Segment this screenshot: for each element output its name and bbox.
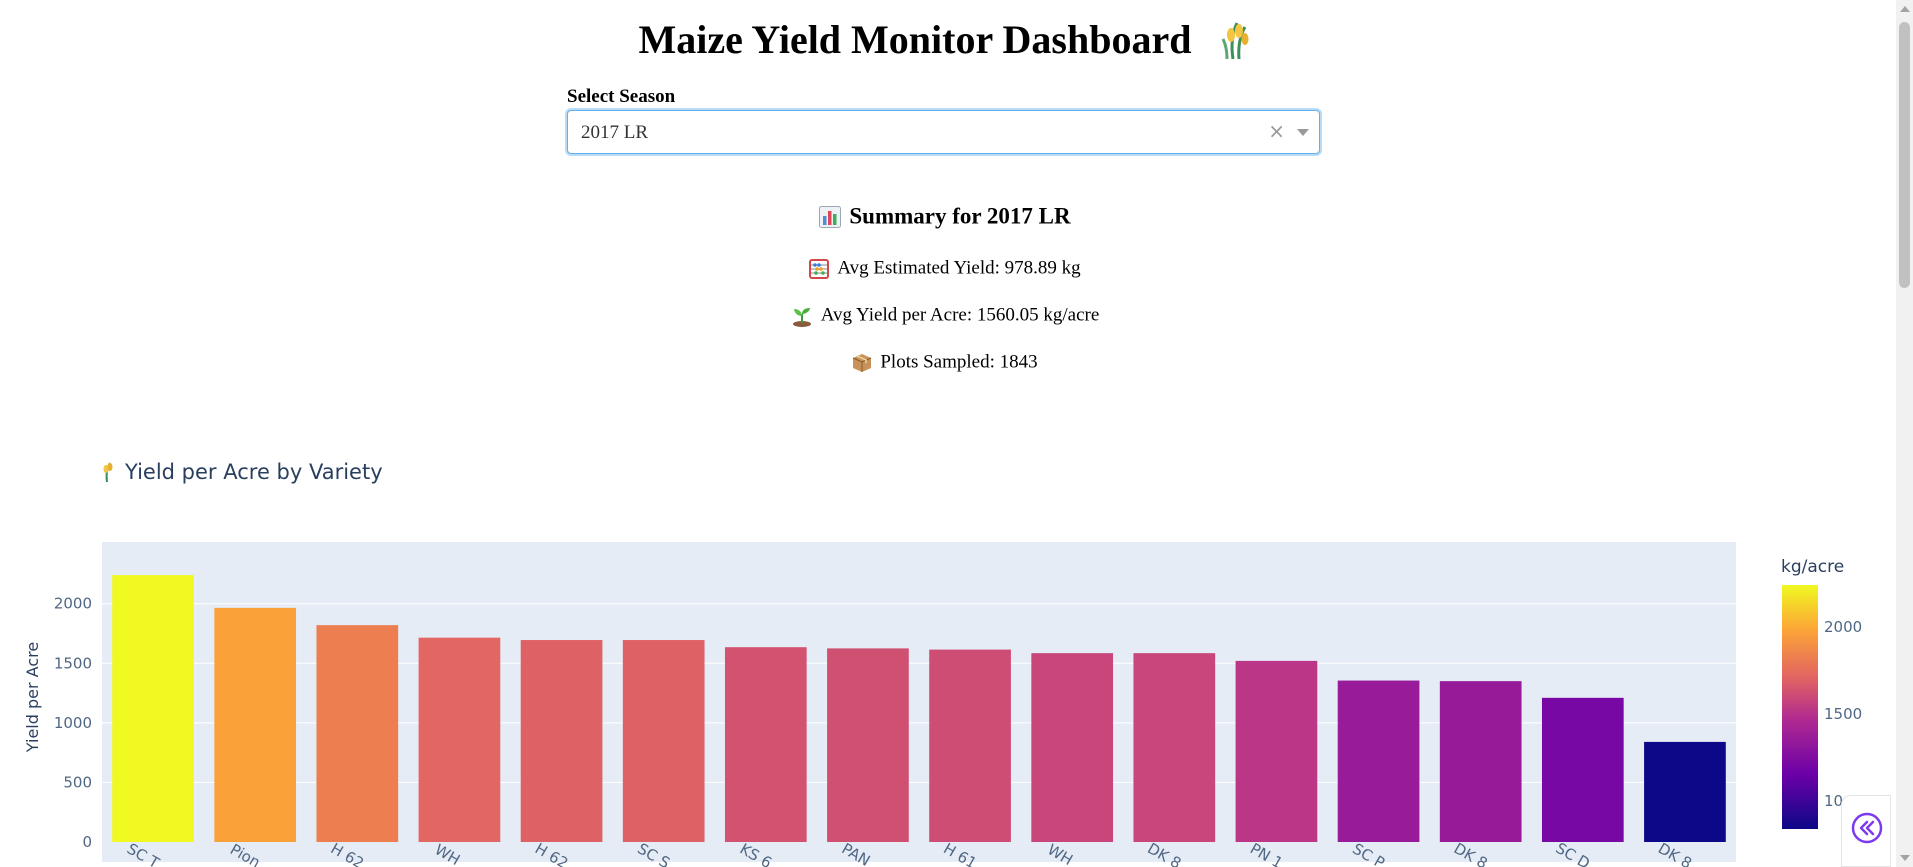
y-tick-label: 1000 (54, 714, 92, 732)
y-tick-label: 0 (82, 833, 92, 851)
page-title: Maize Yield Monitor Dashboard (0, 10, 1890, 66)
summary-avg-estimated-yield-text: Avg Estimated Yield: 978.89 kg (837, 257, 1081, 279)
summary-heading-text: Summary for 2017 LR (849, 203, 1071, 229)
bar[interactable] (316, 625, 399, 842)
bar[interactable] (827, 648, 909, 842)
bar[interactable] (112, 575, 194, 842)
season-selected-value: 2017 LR (581, 122, 649, 143)
chevron-down-icon[interactable] (1297, 129, 1309, 136)
bar[interactable] (418, 637, 501, 842)
package-icon (853, 353, 872, 372)
summary-plots-sampled-text: Plots Sampled: 1843 (880, 351, 1038, 373)
scroll-up-arrow-icon[interactable] (1900, 6, 1910, 12)
season-dropdown[interactable]: 2017 LR × (567, 110, 1320, 154)
bar[interactable] (214, 607, 297, 842)
bar[interactable] (929, 649, 1011, 842)
summary-avg-yield-per-acre-text: Avg Yield per Acre: 1560.05 kg/acre (820, 304, 1100, 326)
bar[interactable] (1031, 653, 1114, 842)
bar[interactable] (1644, 741, 1726, 842)
colorbar-tick-label: 1500 (1824, 705, 1862, 723)
bar[interactable] (724, 647, 807, 842)
summary-heading: Summary for 2017 LR (0, 202, 1890, 230)
colorbar-ticks: 2000 1500 10 (1824, 618, 1862, 810)
bar-chart-icon (819, 205, 842, 228)
seedling-icon (792, 307, 811, 327)
summary-plots-sampled: Plots Sampled: 1843 (0, 351, 1890, 374)
clear-icon[interactable]: × (1268, 119, 1285, 143)
y-ticks: 0 500 1000 1500 2000 (54, 595, 92, 851)
summary-avg-yield-per-acre: Avg Yield per Acre: 1560.05 kg/acre (0, 304, 1890, 327)
colorbar (1782, 585, 1818, 829)
maize-icon (103, 462, 113, 483)
season-label: Select Season (567, 86, 676, 107)
colorbar-tick-label: 2000 (1824, 618, 1862, 636)
scroll-down-arrow-icon[interactable] (1900, 855, 1910, 861)
debug-menu-toggle-button[interactable] (1841, 795, 1891, 867)
y-tick-label: 1500 (54, 654, 92, 672)
chevrons-left-icon (1851, 812, 1883, 844)
colorbar-title: kg/acre (1781, 557, 1844, 577)
y-tick-label: 2000 (54, 595, 92, 613)
scroll-thumb[interactable] (1899, 22, 1910, 288)
vertical-scrollbar[interactable] (1896, 0, 1913, 867)
chart-title: Yield per Acre by Variety (101, 459, 383, 484)
bars (112, 575, 1726, 842)
page-title-text: Maize Yield Monitor Dashboard (638, 16, 1192, 62)
colorbar-tick-label: 10 (1824, 792, 1843, 810)
bar[interactable] (1337, 680, 1420, 842)
chart-title-text: Yield per Acre by Variety (125, 460, 383, 484)
bar[interactable] (1439, 681, 1522, 842)
maize-icon (1222, 22, 1249, 60)
bar[interactable] (1235, 660, 1318, 842)
bar[interactable] (622, 640, 705, 842)
bar[interactable] (1133, 653, 1216, 842)
bar[interactable] (520, 640, 603, 842)
summary-avg-estimated-yield: Avg Estimated Yield: 978.89 kg (0, 257, 1890, 280)
y-tick-label: 500 (63, 773, 92, 791)
y-axis-label: Yield per Acre (23, 642, 42, 753)
abacus-icon (809, 258, 830, 279)
bar[interactable] (1541, 697, 1624, 842)
